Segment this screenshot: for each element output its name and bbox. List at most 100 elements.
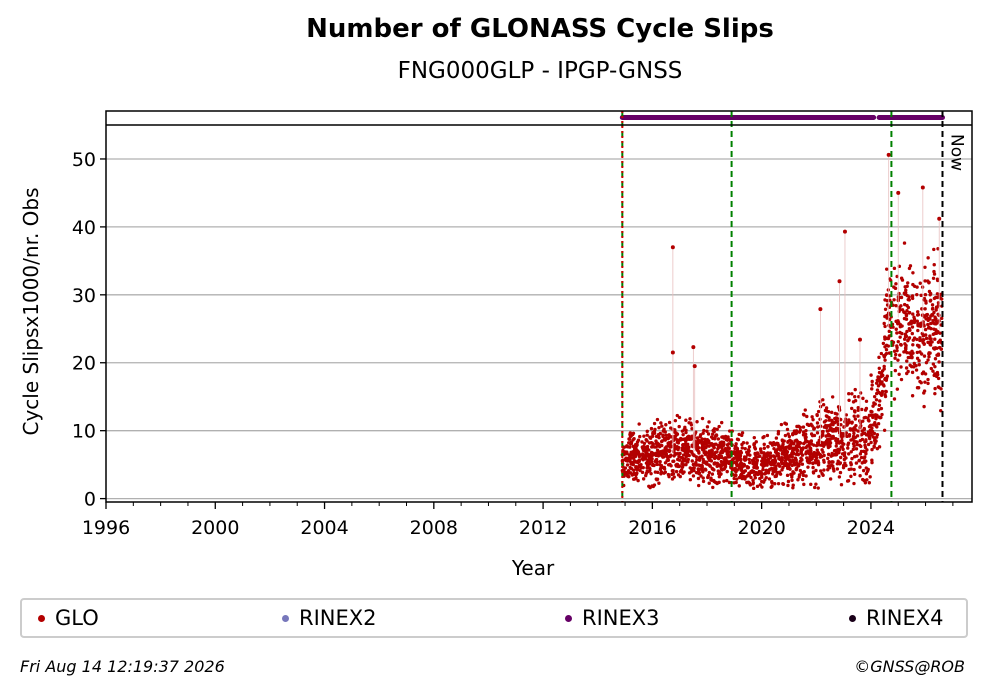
data-point	[909, 320, 913, 324]
data-point	[716, 443, 720, 448]
data-point	[789, 454, 794, 459]
data-point	[760, 460, 765, 464]
data-point	[748, 483, 753, 487]
data-point	[682, 448, 686, 453]
data-point	[771, 472, 775, 476]
data-point	[684, 445, 689, 449]
data-point	[815, 448, 819, 452]
data-point	[633, 454, 638, 459]
data-point	[732, 476, 736, 481]
data-point	[644, 438, 648, 442]
data-point	[656, 433, 661, 438]
data-point	[636, 478, 640, 483]
data-point	[762, 442, 766, 447]
data-point	[908, 264, 913, 268]
data-point	[675, 462, 680, 467]
data-point	[824, 434, 828, 438]
data-point	[934, 318, 938, 323]
data-point	[896, 339, 900, 344]
data-point	[892, 397, 897, 401]
data-point	[715, 461, 720, 466]
data-point	[710, 432, 715, 436]
data-point	[810, 433, 815, 438]
data-point	[840, 435, 844, 440]
data-point	[795, 444, 800, 448]
data-point	[800, 457, 804, 462]
data-point	[894, 352, 898, 357]
data-point	[807, 443, 811, 447]
data-point	[822, 453, 826, 458]
data-point	[786, 455, 791, 459]
data-point	[918, 324, 923, 328]
data-point	[804, 435, 808, 439]
data-point	[699, 474, 703, 478]
data-point	[783, 433, 788, 438]
data-point	[918, 281, 922, 285]
data-point	[878, 381, 883, 385]
data-point	[883, 394, 888, 399]
data-point	[896, 319, 900, 323]
data-point	[852, 467, 856, 472]
data-point	[691, 466, 695, 471]
legend-marker-rinex3	[565, 614, 572, 622]
data-point	[940, 316, 944, 321]
data-point	[816, 486, 820, 490]
data-point	[686, 460, 690, 464]
data-point	[677, 438, 682, 442]
data-point	[781, 442, 785, 446]
data-point	[926, 279, 930, 283]
data-point	[783, 421, 787, 425]
data-point	[837, 462, 842, 466]
data-point	[850, 392, 854, 396]
data-point	[762, 446, 767, 450]
data-point	[627, 441, 631, 445]
data-point	[917, 363, 921, 367]
data-point	[835, 467, 840, 471]
data-point	[704, 442, 708, 446]
data-point	[876, 384, 881, 388]
data-point	[907, 310, 912, 315]
data-point	[845, 479, 850, 483]
data-point	[685, 449, 689, 454]
data-point	[814, 468, 818, 473]
data-point	[852, 414, 856, 418]
data-point	[663, 436, 668, 441]
data-point	[898, 330, 902, 335]
data-point	[828, 477, 833, 481]
data-point	[861, 468, 866, 473]
data-point	[928, 293, 932, 297]
data-point	[893, 368, 898, 373]
data-point	[654, 458, 658, 462]
data-point	[822, 460, 826, 464]
data-point	[683, 442, 687, 447]
data-point	[904, 347, 908, 351]
data-point	[776, 429, 781, 434]
data-point	[707, 481, 711, 485]
data-point	[753, 463, 757, 468]
data-point	[846, 441, 851, 445]
data-point	[933, 386, 937, 391]
data-point	[871, 404, 875, 408]
data-point	[898, 342, 903, 347]
data-point	[695, 458, 699, 462]
data-point	[923, 293, 928, 297]
data-point	[811, 417, 815, 422]
data-point	[720, 450, 725, 455]
data-point	[825, 414, 830, 419]
data-point	[912, 284, 917, 289]
data-point	[740, 442, 744, 447]
data-point	[676, 441, 681, 445]
data-point	[926, 316, 931, 321]
data-point	[758, 454, 762, 458]
data-point	[758, 447, 763, 451]
data-point	[928, 340, 932, 344]
data-point	[907, 295, 911, 299]
data-point	[645, 460, 650, 464]
data-point	[645, 463, 650, 468]
data-point	[725, 452, 729, 456]
data-point	[660, 452, 665, 456]
data-point	[932, 269, 936, 274]
data-point	[918, 350, 922, 354]
data-point	[865, 478, 869, 482]
data-point	[697, 458, 702, 462]
